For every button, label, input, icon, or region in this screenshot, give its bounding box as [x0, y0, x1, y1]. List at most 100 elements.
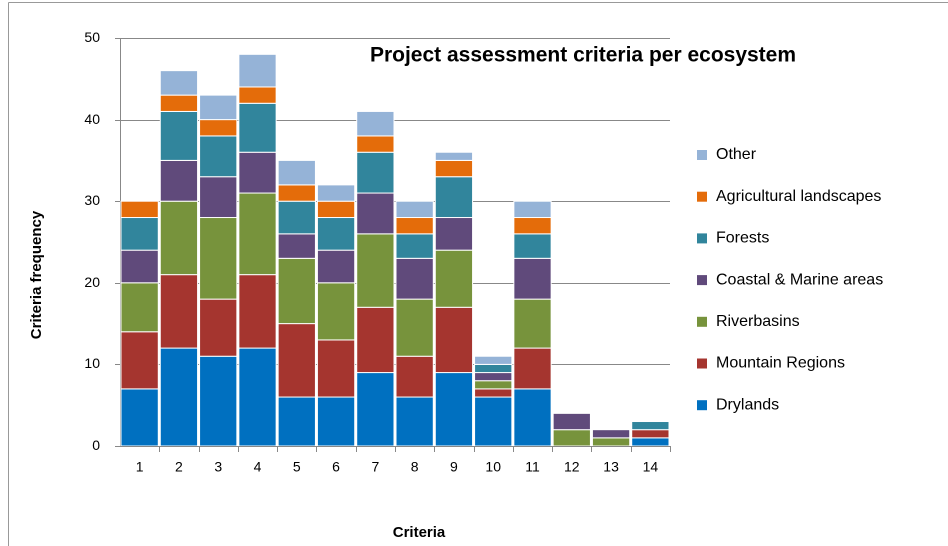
bar-segment [356, 192, 395, 235]
y-tick-label: 30 [84, 192, 100, 208]
bar-segment [474, 388, 513, 398]
bar-segment [159, 70, 199, 96]
bar-segment [434, 306, 474, 374]
bar-segment [356, 306, 395, 374]
legend-swatch [697, 191, 707, 202]
bar-segment [277, 233, 316, 259]
x-tick-label: 10 [485, 459, 501, 475]
legend-label: Agricultural landscapes [716, 188, 881, 205]
bar-segment [159, 94, 199, 112]
bar-segment [552, 412, 591, 431]
legend-swatch [697, 233, 707, 244]
bar-segment [434, 176, 474, 219]
bar-segment [159, 347, 199, 447]
x-tick-label: 12 [564, 459, 580, 475]
legend-label: Riverbasins [716, 313, 800, 330]
bar-segment [474, 363, 513, 374]
bar-segment [238, 102, 277, 153]
bar-segment [631, 437, 670, 447]
bar-segment [356, 151, 395, 194]
x-tick-label: 5 [293, 459, 301, 475]
x-tick-label: 8 [411, 459, 419, 475]
chart-title: Project assessment criteria per ecosyste… [370, 44, 796, 67]
bar-segment [159, 200, 199, 276]
bar-segment [434, 372, 474, 447]
x-tick-label: 9 [450, 459, 458, 475]
bar-segment [199, 355, 238, 447]
y-tick-label: 10 [84, 355, 100, 371]
bar-segment [277, 396, 316, 447]
x-tick-label: 2 [175, 459, 183, 475]
bar-segment [316, 200, 356, 219]
bar-segment [199, 217, 238, 300]
bar-segment [120, 249, 159, 284]
bar-segment [395, 233, 434, 259]
bar-segment [316, 282, 356, 341]
bar-segment [120, 217, 159, 251]
bar-segment [631, 421, 670, 431]
legend-label: Coastal & Marine areas [716, 271, 883, 288]
bar-segment [395, 217, 434, 235]
x-tick-label: 4 [254, 459, 262, 475]
bar-segment [199, 119, 238, 137]
legend-label: Forests [716, 230, 769, 247]
legend-label: Drylands [716, 396, 779, 413]
bar-segment [356, 110, 395, 137]
bar-segment [474, 372, 513, 382]
bar-segment [513, 257, 552, 300]
legend-swatch [697, 358, 707, 369]
x-tick-label: 7 [371, 459, 379, 475]
legend-swatch [697, 150, 707, 160]
bar-segment [277, 323, 316, 398]
bar-segment [474, 380, 513, 390]
bar-segment [395, 396, 434, 447]
bar-segment [591, 429, 631, 439]
bar-segment [395, 298, 434, 357]
bar-segment [513, 388, 552, 447]
bar-segment [277, 184, 316, 202]
x-tick-label: 3 [214, 459, 222, 475]
bar-segment [434, 217, 474, 251]
bar-segment [238, 347, 277, 447]
bar-segment [238, 192, 277, 276]
bar-segment [316, 184, 356, 202]
x-tick-label: 14 [643, 459, 659, 475]
bar-segment [513, 233, 552, 259]
bar-segment [631, 429, 670, 439]
bar-segment [277, 159, 316, 186]
bar-segment [552, 429, 591, 447]
bar-segment [159, 159, 199, 202]
bar-segment [238, 53, 277, 88]
bar-segment [238, 274, 277, 349]
legend-swatch [697, 275, 707, 286]
x-tick-label: 13 [603, 459, 619, 475]
bar-segment [513, 347, 552, 390]
bar-segment [474, 396, 513, 447]
bar-segment [159, 110, 199, 161]
legend-label: Mountain Regions [716, 355, 845, 372]
bar-segment [316, 396, 356, 447]
bar-segment [277, 200, 316, 235]
bar-segment [434, 249, 474, 308]
bar-segment [120, 331, 159, 390]
y-axis-label: Criteria frequency [28, 210, 45, 339]
bar-segment [474, 355, 513, 365]
bar-segment [277, 257, 316, 325]
y-tick-label: 40 [84, 111, 100, 127]
legend-label: Other [716, 146, 757, 163]
bar-segment [238, 151, 277, 194]
bar-segment [199, 176, 238, 219]
bar-segment [316, 217, 356, 251]
bar-segment [395, 355, 434, 398]
x-tick-label: 11 [525, 459, 540, 475]
bar-segment [513, 298, 552, 349]
x-tick-label: 1 [136, 459, 144, 475]
bar-segment [395, 200, 434, 219]
legend-swatch [697, 316, 707, 327]
bar-segment [159, 274, 199, 349]
bar-segment [395, 257, 434, 300]
x-axis-label: Criteria [393, 524, 446, 541]
bar-segment [513, 200, 552, 219]
